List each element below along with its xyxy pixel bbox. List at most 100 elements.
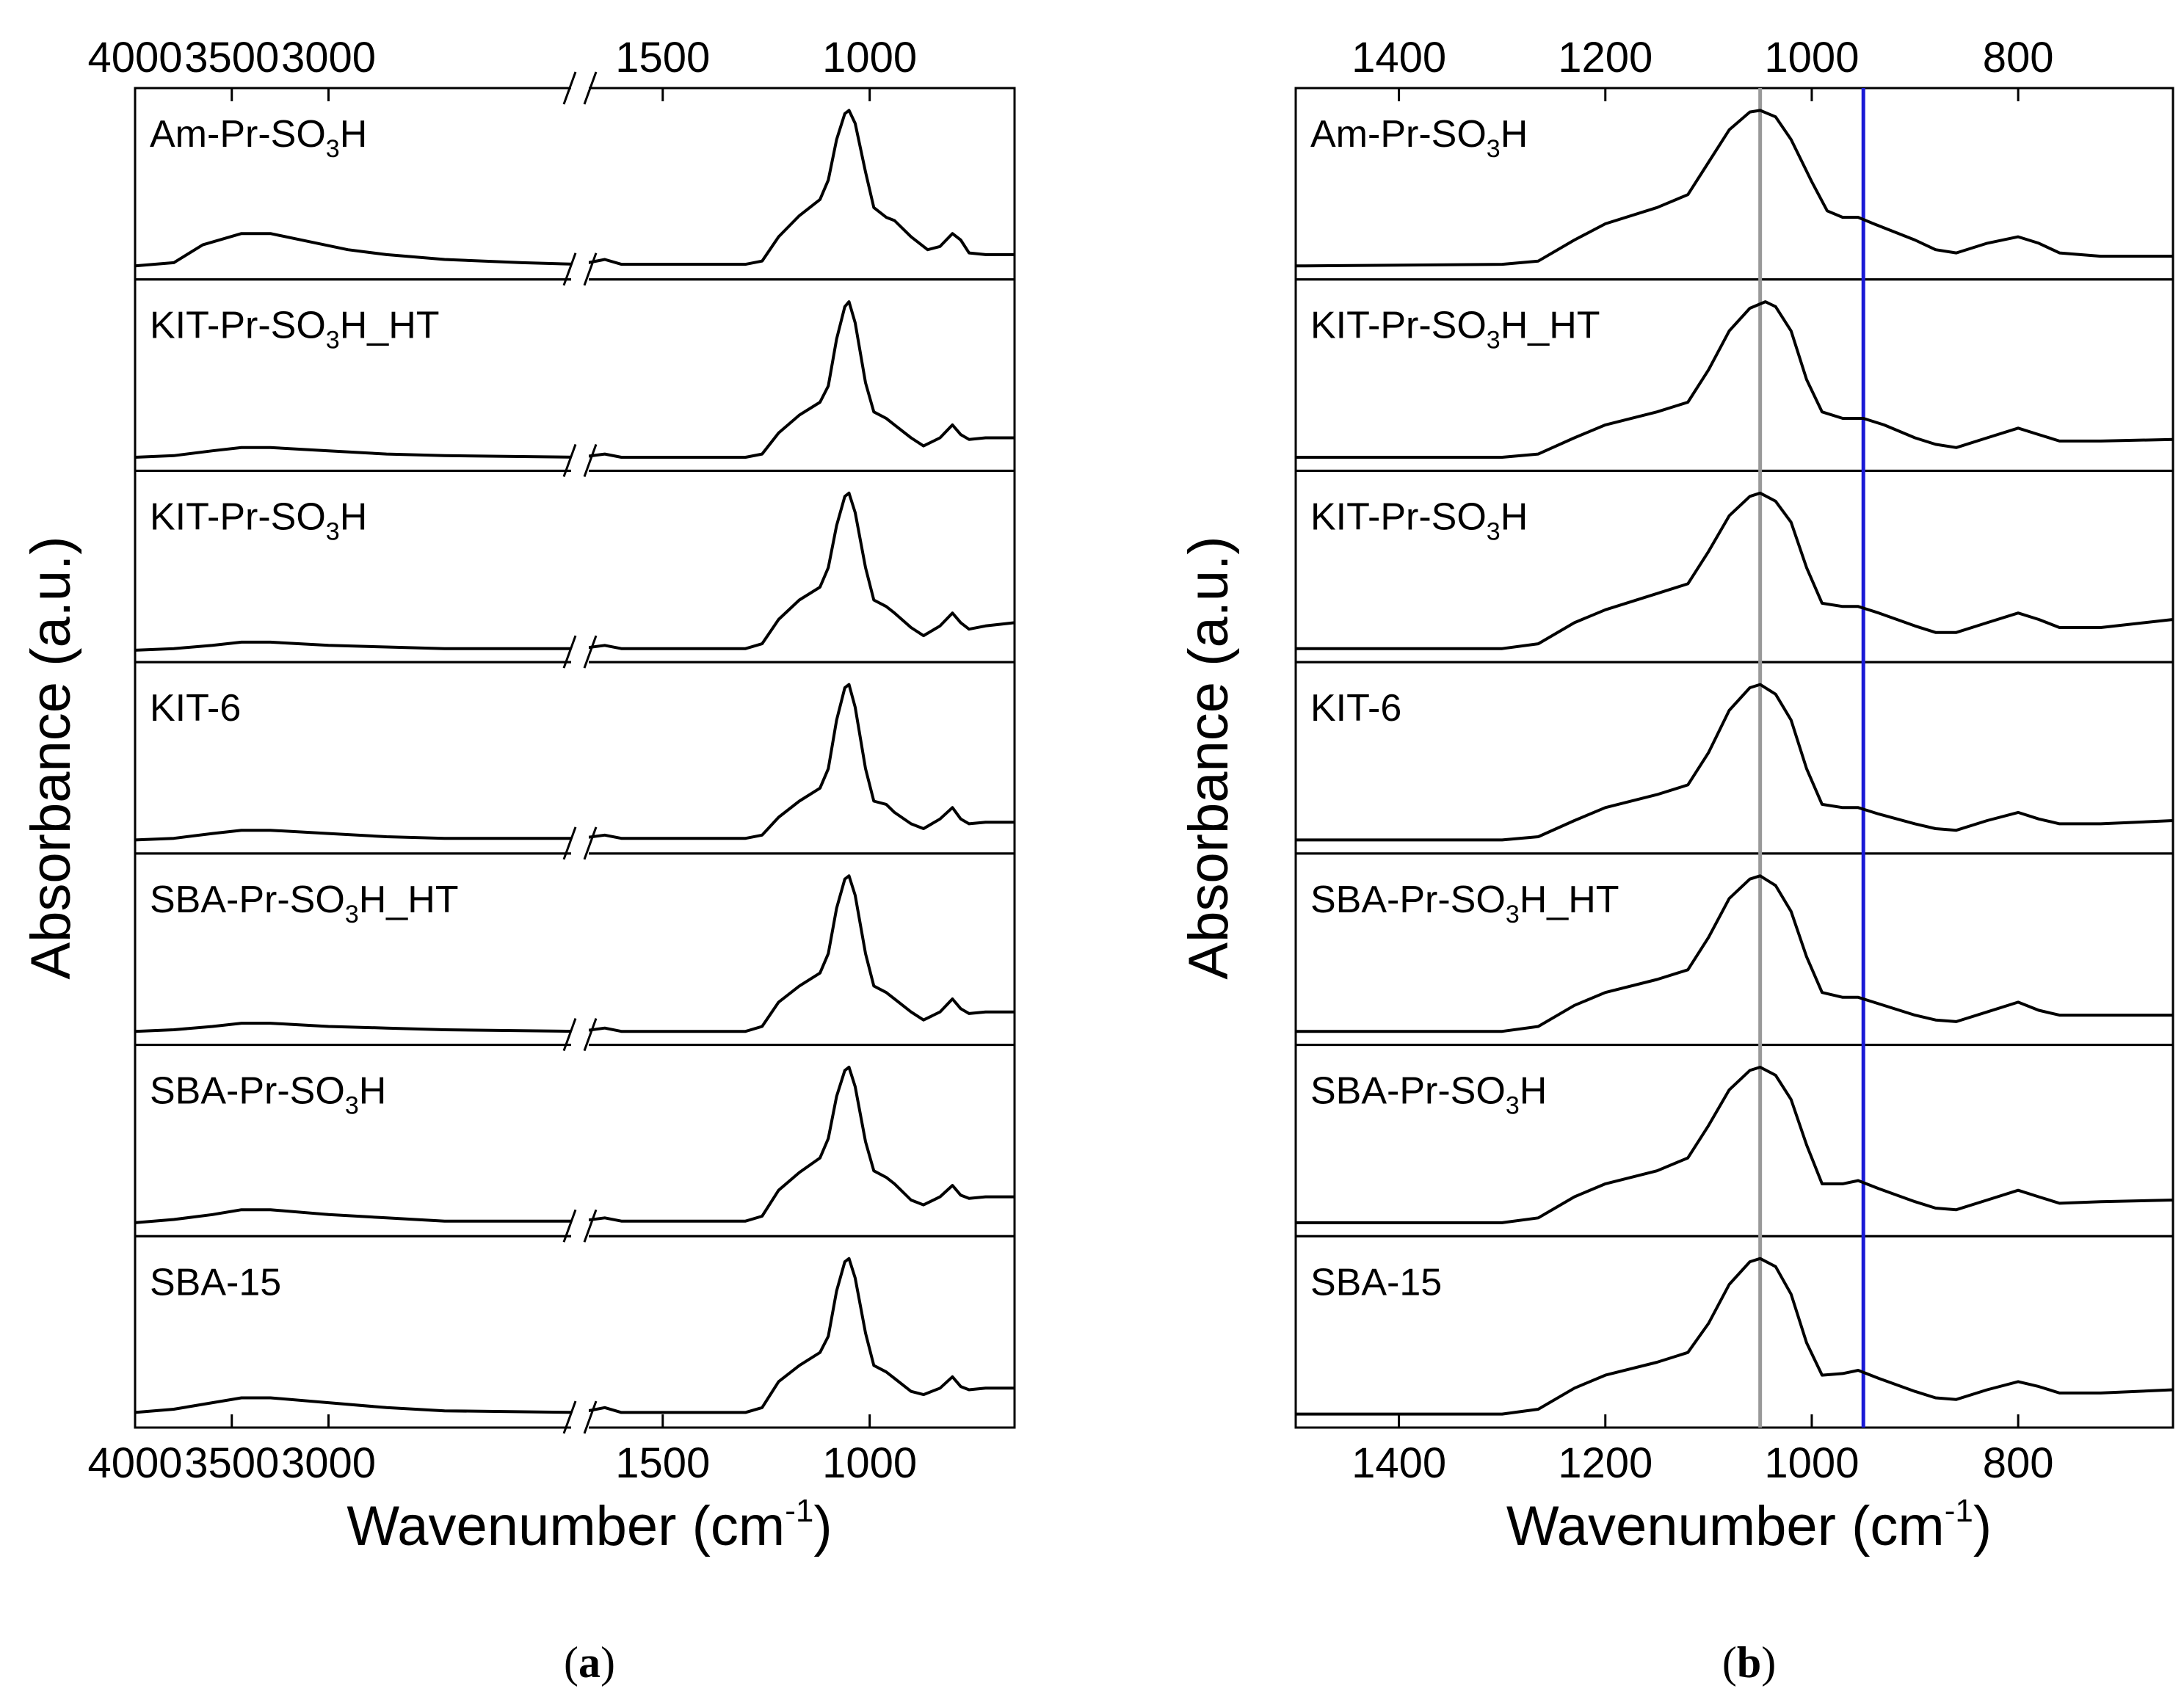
panel-a-top-tick-label: 3500 (184, 34, 279, 81)
panel-b-sample-label: KIT-6 (1310, 687, 1401, 730)
panel-a-bottom-tick-label: 1000 (822, 1439, 917, 1487)
panel-a-series-line (134, 1066, 1015, 1224)
panel-a-series-line (134, 1257, 1015, 1414)
label-subscript: 3 (1487, 327, 1501, 355)
panel-b-sample-label: SBA-15 (1310, 1261, 1442, 1304)
axis-break-mark (583, 443, 598, 477)
panel-b-top-tick-label: 1400 (1352, 34, 1446, 81)
label-subscript: 3 (1487, 517, 1501, 545)
axis-break-mark (583, 635, 598, 669)
label-text: H (1501, 113, 1528, 156)
axis-break-mark (562, 443, 577, 477)
axis-break-mark (583, 1400, 598, 1434)
label-text: KIT-6 (1310, 687, 1401, 730)
axis-break-mark (562, 635, 577, 669)
caption-letter: b (1737, 1638, 1761, 1687)
panel-a-caption: (a) (564, 1638, 615, 1687)
caption-paren: ( (564, 1638, 578, 1687)
label-text: H_HT (359, 879, 459, 921)
label-subscript: 3 (1487, 135, 1501, 163)
panel-b-y-axis-title: Absorbance (a.u.) (1178, 536, 1240, 979)
panel-b-series-line (1295, 109, 2173, 268)
caption-paren: ( (1722, 1638, 1737, 1687)
label-text: KIT-Pr-SO (150, 305, 326, 347)
label-text: KIT-Pr-SO (1310, 495, 1487, 538)
axis-break-mark (583, 252, 598, 286)
label-text: H_HT (1520, 879, 1619, 921)
panel-a-series-line (134, 300, 1015, 459)
panel-b-row-frame (1294, 661, 2174, 855)
panel-b-sample-label: SBA-Pr-SO3H (1310, 1070, 1547, 1120)
label-text: SBA-Pr-SO (1310, 1070, 1506, 1113)
label-text: SBA-15 (150, 1261, 281, 1304)
panel-b-chart: Am-Pr-SO3HKIT-Pr-SO3H_HTKIT-Pr-SO3HKIT-6… (1178, 34, 2174, 1687)
panel-b-sample-label: KIT-Pr-SO3H (1310, 495, 1528, 545)
panel-a-top-tick-label: 3000 (281, 34, 376, 81)
caption-paren: ) (1761, 1638, 1776, 1687)
label-text: H_HT (1501, 305, 1600, 347)
label-text: H (1520, 1070, 1548, 1113)
x-title-superscript: -1 (1945, 1493, 1973, 1529)
panel-a-sample-label: KIT-6 (150, 687, 241, 730)
panel-b-bottom-tick-label: 1200 (1558, 1439, 1652, 1487)
panel-b-row-frame (1294, 1235, 2174, 1429)
panel-b-bottom-tick-label: 1400 (1352, 1439, 1446, 1487)
label-subscript: 3 (345, 901, 359, 928)
axis-break-mark (583, 1209, 598, 1243)
label-subscript: 3 (1506, 1092, 1520, 1120)
panel-b-sample-label: Am-Pr-SO3H (1310, 113, 1528, 163)
panel-a-sample-label: KIT-Pr-SO3H (150, 495, 367, 545)
label-text: KIT-Pr-SO (1310, 305, 1487, 347)
axis-break-mark (562, 1018, 577, 1052)
panel-a-top-tick-label: 4000 (87, 34, 182, 81)
axis-break-mark (583, 1018, 598, 1052)
panel-b-series-line (1296, 300, 2174, 459)
label-text: H (359, 1070, 387, 1113)
panel-a-sample-label: SBA-Pr-SO3H_HT (150, 879, 459, 928)
panel-b-caption: (b) (1722, 1638, 1776, 1687)
panel-a-sample-label: KIT-Pr-SO3H_HT (150, 305, 440, 355)
panel-a-sample-label: SBA-Pr-SO3H (150, 1070, 386, 1120)
axis-break-mark (562, 1209, 577, 1243)
label-text: KIT-6 (150, 687, 241, 730)
x-title-text: Wavenumber (cm (347, 1495, 785, 1557)
panel-b-series-line (1296, 1257, 2174, 1416)
label-text: SBA-Pr-SO (150, 1070, 345, 1113)
panel-b-top-tick-label: 1200 (1558, 34, 1652, 81)
label-text: H_HT (340, 305, 440, 347)
panel-a-sample-label: Am-Pr-SO3H (150, 113, 367, 163)
x-title-superscript: -1 (785, 1493, 813, 1529)
panel-b-series-line (1296, 491, 2174, 650)
panel-b-sample-label: SBA-Pr-SO3H_HT (1310, 879, 1619, 928)
panel-b-bottom-tick-label: 1000 (1764, 1439, 1859, 1487)
panel-b-sample-label: KIT-Pr-SO3H_HT (1310, 305, 1600, 355)
label-text: Am-Pr-SO (150, 113, 326, 156)
panel-a-y-axis-title: Absorbance (a.u.) (20, 536, 82, 979)
panel-a-row-frame (134, 661, 1016, 855)
panel-a-sample-label: SBA-15 (150, 1261, 281, 1304)
axis-break-mark (583, 826, 598, 860)
panel-a-series-line (134, 491, 1015, 652)
panel-b-series-line (1296, 874, 2173, 1033)
panel-b-series-line (1296, 683, 2174, 842)
label-subscript: 3 (326, 327, 340, 355)
panel-a-top-tick-label: 1000 (822, 34, 917, 81)
label-text: H (340, 495, 368, 538)
panel-a-series-line (134, 874, 1015, 1033)
panel-a-top-tick-label: 1500 (615, 34, 710, 81)
x-title-close: ) (1973, 1495, 1992, 1557)
label-text: KIT-Pr-SO (150, 495, 326, 538)
axis-break-mark (562, 71, 577, 105)
label-subscript: 3 (1506, 901, 1520, 928)
panel-a-series-line (134, 109, 1015, 268)
panel-b-series-line (1296, 1066, 2174, 1224)
label-text: SBA-15 (1310, 1261, 1442, 1304)
panel-a-bottom-tick-label: 1500 (615, 1439, 710, 1487)
panel-a-x-axis-title: Wavenumber (cm-1) (347, 1493, 832, 1557)
panel-b-top-tick-label: 800 (1983, 34, 2054, 81)
x-title-close: ) (813, 1495, 832, 1557)
panel-b-bottom-tick-label: 800 (1983, 1439, 2054, 1487)
axis-break-mark (562, 1400, 577, 1434)
label-text: H (340, 113, 368, 156)
